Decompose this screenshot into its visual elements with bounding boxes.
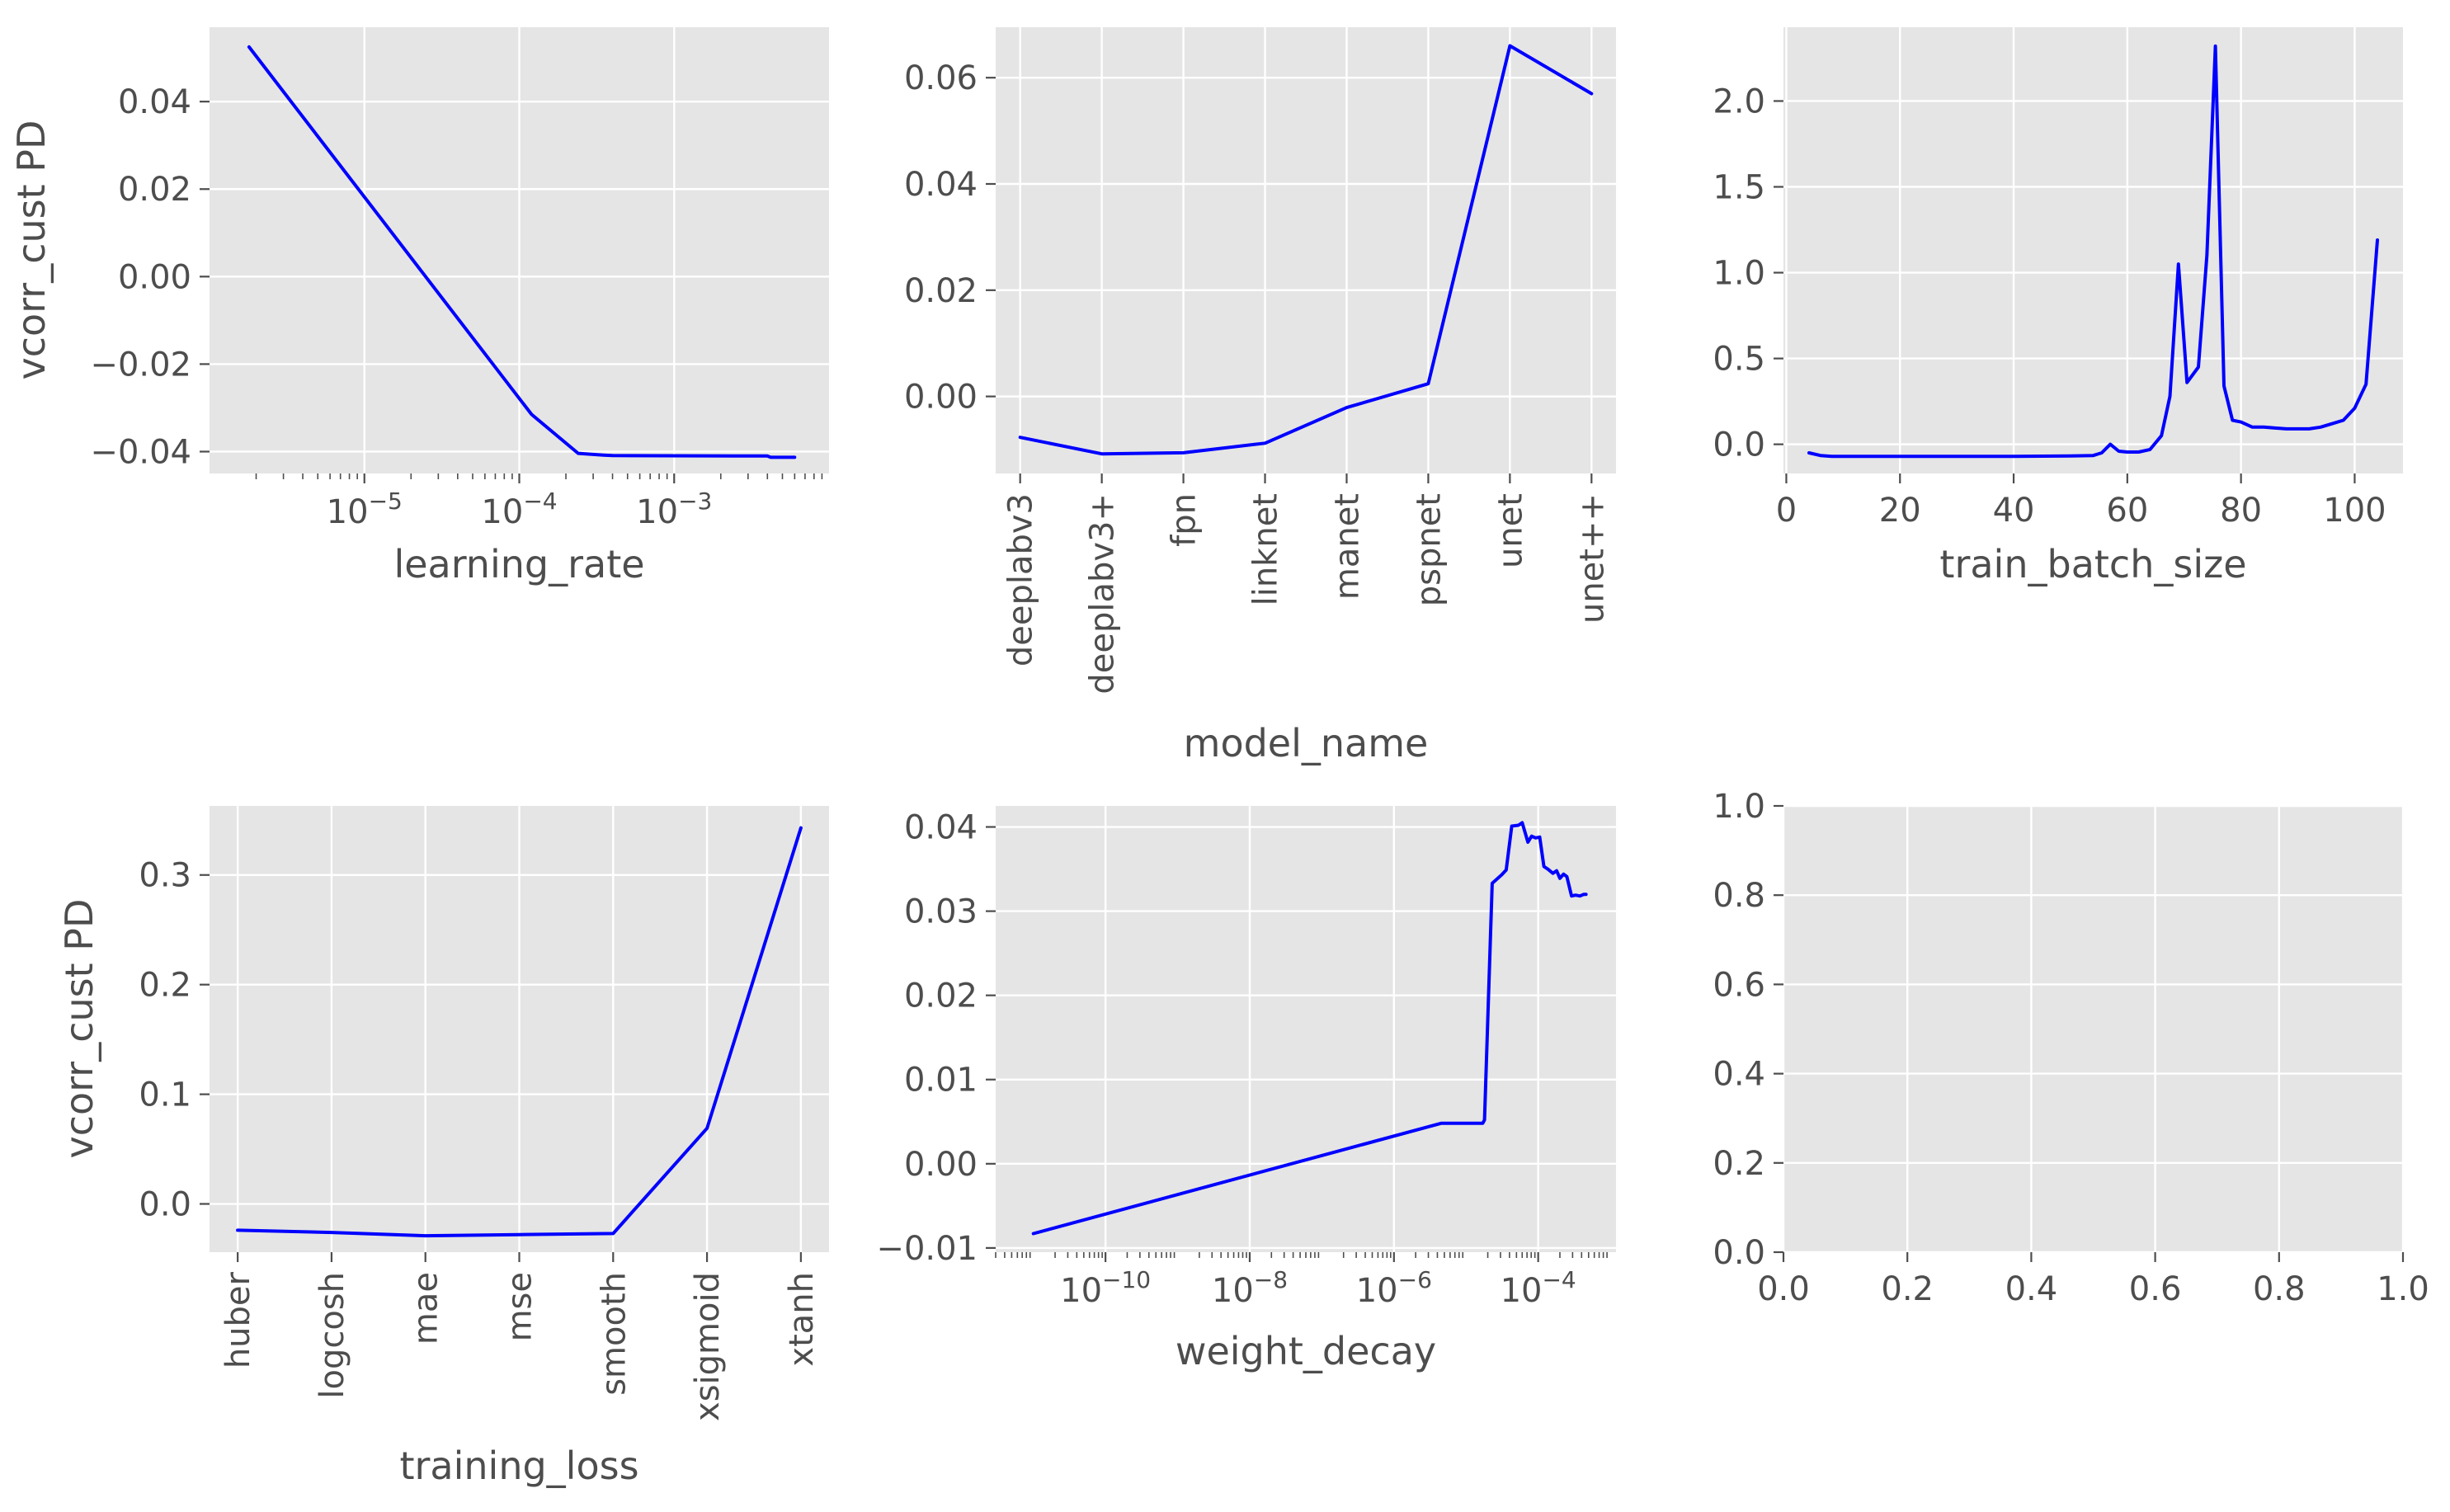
x-tick-label: 10−6 — [1356, 1266, 1432, 1310]
y-tick-label: 0.01 — [904, 1062, 978, 1100]
y-tick-label: 0.02 — [118, 171, 191, 209]
plot-area — [996, 806, 1616, 1252]
x-tick-label: 0.6 — [2129, 1270, 2182, 1308]
x-tick-label: deeplabv3 — [1002, 493, 1040, 667]
gridlines — [996, 806, 1616, 1252]
plot-area — [996, 27, 1616, 473]
series-line — [1031, 821, 1588, 1236]
y-tick-label: 0.0 — [1713, 426, 1765, 464]
y-axis-label: vcorr_cust PD — [57, 899, 101, 1159]
y-tick-label: 0.1 — [139, 1076, 191, 1114]
y-tick-label: 0.00 — [904, 379, 978, 417]
x-tick-label: 10−3 — [636, 488, 712, 531]
y-tick-label: 0.6 — [1713, 966, 1765, 1004]
y-tick-label: 0.04 — [118, 83, 191, 121]
y-tick-label: 0.2 — [139, 967, 191, 1005]
x-tick-label: 0 — [1776, 492, 1797, 530]
y-tick-label: 0.2 — [1713, 1145, 1765, 1183]
series-line — [1018, 44, 1594, 456]
x-tick-label: 0.8 — [2253, 1270, 2306, 1308]
y-tick-label: 1.5 — [1713, 169, 1765, 207]
plot-area — [1783, 806, 2403, 1252]
y-tick-label: 0.0 — [139, 1186, 191, 1224]
x-axis-label: training_loss — [399, 1444, 638, 1488]
y-tick-label: 0.04 — [904, 166, 978, 204]
y-tick-label: −0.01 — [876, 1230, 978, 1268]
y-axis-label: vcorr_cust PD — [9, 120, 54, 380]
x-tick-label: 100 — [2323, 492, 2386, 530]
y-tick-label: 0.00 — [118, 258, 191, 296]
x-tick-label: pspnet — [1410, 493, 1448, 606]
x-axis-label: train_batch_size — [1939, 542, 2246, 586]
x-tick-label: 10−4 — [1501, 1266, 1576, 1310]
x-tick-label: unet — [1491, 493, 1529, 568]
gridlines — [210, 27, 829, 473]
x-axis-label: learning_rate — [393, 542, 644, 586]
series-line — [1807, 44, 2379, 459]
y-tick-label: 2.0 — [1713, 82, 1765, 120]
x-tick-label: 60 — [2106, 492, 2148, 530]
panel-model: deeplabv3 deeplabv3+ fpn linknet manet pspnet… — [904, 27, 1616, 765]
x-tick-label: 20 — [1879, 492, 1921, 530]
x-tick-label: fpn — [1166, 493, 1204, 547]
y-tick-label: 0.06 — [904, 59, 978, 97]
x-tick-label: 10−5 — [327, 488, 403, 531]
y-tick-label: 0.0 — [1713, 1234, 1765, 1272]
y-tick-label: 0.02 — [904, 977, 978, 1015]
y-tick-label: 0.4 — [1713, 1056, 1765, 1094]
series-line — [236, 826, 803, 1238]
x-tick-label: 0.0 — [1757, 1270, 1810, 1308]
x-tick-label: 10−8 — [1212, 1266, 1288, 1310]
gridlines — [210, 806, 829, 1252]
gridlines — [1783, 27, 2403, 473]
x-tick-label: 80 — [2220, 492, 2262, 530]
series-line — [247, 45, 797, 459]
x-axis-label: model_name — [1184, 721, 1429, 765]
y-tick-label: 0.00 — [904, 1146, 978, 1184]
y-tick-label: 0.02 — [904, 272, 978, 310]
y-tick-label: 0.8 — [1713, 877, 1765, 915]
x-tick-label: 40 — [1993, 492, 2035, 530]
x-tick-label: mae — [408, 1272, 445, 1345]
x-tick-label: deeplabv3+ — [1084, 493, 1122, 695]
y-tick-label: 1.0 — [1713, 255, 1765, 293]
panel-empty: 0.0 0.2 0.4 0.6 0.8 1.0 1.0 0.8 0.6 0.4 0.2 0.0 — [1713, 788, 2429, 1308]
y-tick-label: 0.04 — [904, 809, 978, 847]
y-tick-label: 0.5 — [1713, 341, 1765, 379]
x-tick-label: xtanh — [783, 1272, 821, 1367]
panel-loss: huber logcosh mae mse smooth xsigmoid xtanh 0.3… — [57, 806, 829, 1488]
x-tick-label: manet — [1328, 493, 1366, 600]
x-tick-label: huber — [219, 1271, 257, 1368]
x-tick-label: 0.2 — [1881, 1270, 1934, 1308]
x-tick-label: 1.0 — [2377, 1270, 2429, 1308]
x-tick-label: linknet — [1247, 493, 1285, 605]
x-axis-label: weight_decay — [1176, 1329, 1436, 1373]
x-tick-label: 0.4 — [2005, 1270, 2058, 1308]
x-tick-label: unet++ — [1573, 493, 1611, 624]
plot-area — [1783, 27, 2403, 473]
x-tick-label: 10−10 — [1060, 1266, 1151, 1310]
y-tick-label: −0.04 — [90, 433, 191, 471]
x-tick-label: 10−4 — [481, 488, 557, 531]
x-tick-label: logcosh — [313, 1272, 351, 1399]
x-tick-label: smooth — [595, 1272, 633, 1396]
y-tick-label: −0.02 — [90, 346, 191, 384]
gridlines — [1782, 804, 2405, 1254]
gridlines — [996, 27, 1616, 473]
panel-batch: 0 20 40 60 80 100 2.0 1.5 1.0 0.5 0.0 train_batch_s… — [1713, 27, 2403, 586]
x-tick-label: mse — [502, 1272, 539, 1341]
y-tick-label: 1.0 — [1713, 788, 1765, 826]
panel-wd: 10−10 10−8 10−6 10−4 0.04 0.03 0.02 0.01 0.00 −0.… — [876, 806, 1616, 1373]
x-tick-label: xsigmoid — [689, 1272, 727, 1421]
y-tick-label: 0.03 — [904, 893, 978, 931]
y-tick-label: 0.3 — [139, 857, 191, 895]
panel-lr: 10−5 10−4 10−3 0.04 0.02 0.00 −0.02 −0.04 learni… — [9, 27, 829, 586]
